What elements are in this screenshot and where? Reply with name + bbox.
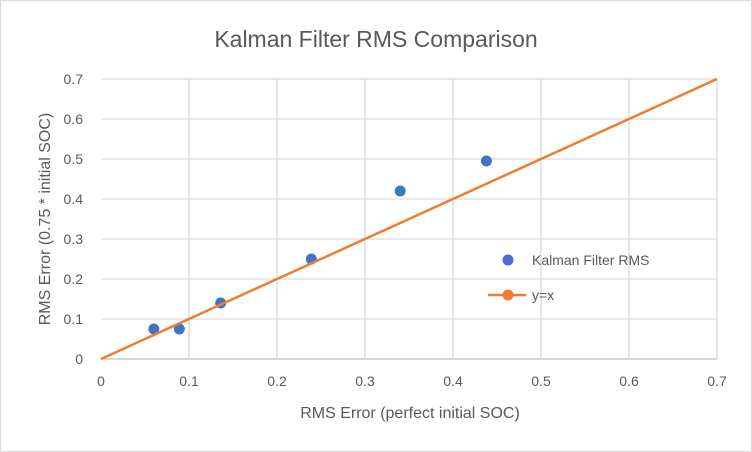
y-axis-label: RMS Error (0.75 * initial SOC) bbox=[37, 113, 54, 326]
series-line-y-equals-x bbox=[100, 77, 718, 361]
x-tick-label: 0.2 bbox=[267, 373, 287, 389]
y-tick-label: 0 bbox=[75, 351, 83, 367]
legend-marker-kalman bbox=[502, 254, 514, 266]
data-point bbox=[480, 155, 492, 167]
x-tick-label: 0 bbox=[97, 373, 105, 389]
data-point bbox=[173, 323, 185, 335]
y-tick-label: 0.7 bbox=[64, 71, 84, 87]
x-tick-label: 0.6 bbox=[619, 373, 639, 389]
x-tick-label: 0.4 bbox=[443, 373, 463, 389]
y-tick-label: 0.2 bbox=[64, 271, 84, 287]
y-tick-label: 0.3 bbox=[64, 231, 84, 247]
x-axis-label: RMS Error (perfect initial SOC) bbox=[300, 405, 520, 422]
legend-label-yx: y=x bbox=[532, 287, 554, 303]
x-tick-label: 0.1 bbox=[179, 373, 199, 389]
x-tick-label: 0.5 bbox=[531, 373, 551, 389]
legend-marker-yx bbox=[502, 289, 514, 301]
data-point bbox=[394, 185, 406, 197]
x-tick-label: 0.7 bbox=[707, 373, 727, 389]
legend-label-kalman: Kalman Filter RMS bbox=[532, 252, 649, 268]
y-tick-label: 0.1 bbox=[64, 311, 84, 327]
y-tick-label: 0.5 bbox=[64, 151, 84, 167]
y-tick-label: 0.6 bbox=[64, 111, 84, 127]
x-tick-label: 0.3 bbox=[355, 373, 375, 389]
data-point bbox=[148, 323, 160, 335]
chart-title: Kalman Filter RMS Comparison bbox=[214, 26, 537, 52]
y-tick-label: 0.4 bbox=[64, 191, 84, 207]
